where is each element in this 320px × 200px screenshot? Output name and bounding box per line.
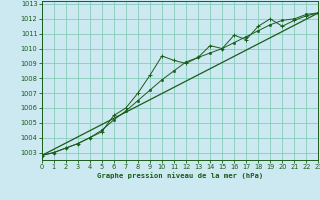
X-axis label: Graphe pression niveau de la mer (hPa): Graphe pression niveau de la mer (hPa)	[97, 172, 263, 179]
